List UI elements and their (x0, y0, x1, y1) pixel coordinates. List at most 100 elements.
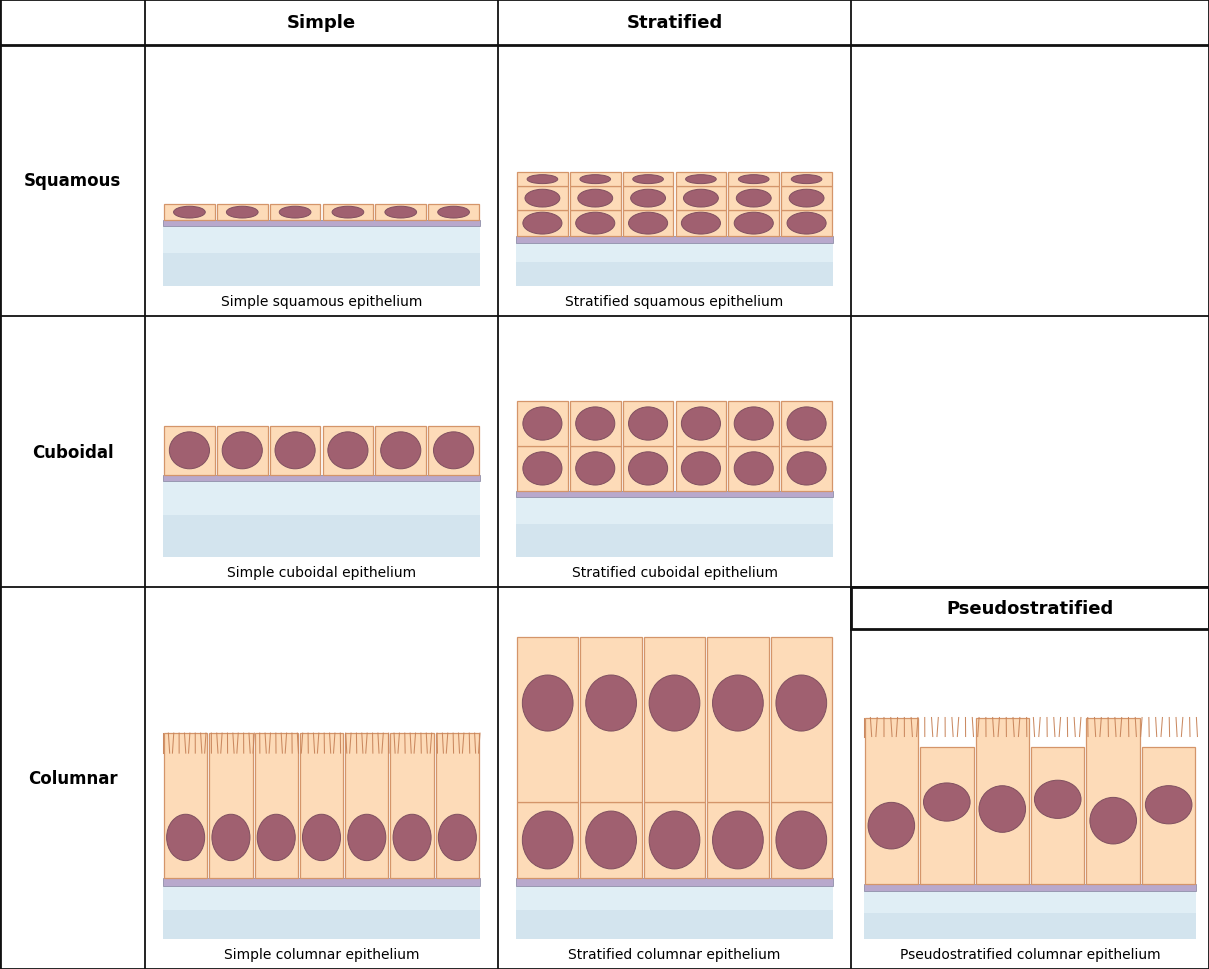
Ellipse shape (522, 675, 573, 732)
Bar (516, 878, 833, 886)
Ellipse shape (739, 175, 769, 184)
Ellipse shape (1035, 780, 1081, 819)
Bar (781, 211, 832, 236)
Bar (391, 734, 434, 878)
Bar (323, 205, 374, 221)
Ellipse shape (683, 190, 718, 207)
Ellipse shape (585, 811, 636, 869)
Ellipse shape (328, 432, 368, 469)
Ellipse shape (580, 175, 611, 184)
Bar (770, 802, 832, 878)
Text: Stratified cuboidal epithelium: Stratified cuboidal epithelium (572, 566, 777, 579)
Bar (920, 748, 973, 884)
Ellipse shape (167, 814, 204, 860)
Ellipse shape (776, 675, 827, 732)
Bar (163, 227, 480, 287)
Bar (728, 187, 779, 211)
Bar (209, 734, 253, 878)
Bar (216, 205, 267, 221)
Bar (516, 524, 833, 557)
Bar (164, 426, 215, 475)
Bar (569, 401, 620, 447)
Bar (375, 205, 426, 221)
Ellipse shape (629, 213, 667, 234)
Ellipse shape (438, 207, 469, 219)
Bar (728, 211, 779, 236)
Bar (517, 447, 568, 491)
Text: Stratified columnar epithelium: Stratified columnar epithelium (568, 947, 781, 961)
Ellipse shape (575, 213, 615, 234)
Bar (1143, 748, 1196, 884)
Ellipse shape (384, 207, 417, 219)
Ellipse shape (789, 190, 825, 207)
Ellipse shape (274, 432, 316, 469)
Ellipse shape (776, 811, 827, 869)
Bar (375, 426, 426, 475)
Ellipse shape (682, 408, 721, 441)
Bar (676, 401, 727, 447)
Bar (428, 205, 479, 221)
Ellipse shape (682, 453, 721, 485)
Ellipse shape (712, 811, 763, 869)
Ellipse shape (1089, 797, 1136, 844)
Text: Columnar: Columnar (28, 769, 117, 787)
Bar (644, 638, 705, 802)
Bar (623, 211, 673, 236)
Ellipse shape (434, 432, 474, 469)
Bar (728, 401, 779, 447)
Bar (623, 447, 673, 491)
Ellipse shape (686, 175, 716, 184)
Ellipse shape (381, 432, 421, 469)
Bar (569, 172, 620, 187)
Text: Stratified squamous epithelium: Stratified squamous epithelium (566, 295, 783, 309)
Ellipse shape (439, 814, 476, 860)
Bar (707, 638, 769, 802)
Bar (1031, 748, 1084, 884)
Bar (781, 447, 832, 491)
Ellipse shape (632, 175, 664, 184)
Bar (676, 187, 727, 211)
Bar (323, 426, 374, 475)
Bar (163, 516, 480, 557)
Bar (163, 254, 480, 287)
Bar (164, 205, 215, 221)
Bar (851, 587, 1209, 629)
Ellipse shape (979, 786, 1025, 832)
Bar (516, 498, 833, 557)
Ellipse shape (279, 207, 311, 219)
Bar (623, 172, 673, 187)
Bar (516, 236, 833, 243)
Ellipse shape (527, 175, 557, 184)
Bar (163, 482, 480, 557)
Ellipse shape (649, 811, 700, 869)
Bar (163, 878, 480, 886)
Bar (163, 910, 480, 939)
Ellipse shape (578, 190, 613, 207)
Ellipse shape (682, 213, 721, 234)
Bar (216, 426, 267, 475)
Ellipse shape (212, 814, 250, 860)
Bar (676, 211, 727, 236)
Ellipse shape (222, 432, 262, 469)
Bar (580, 802, 642, 878)
Bar (435, 734, 479, 878)
Bar (517, 638, 578, 802)
Bar (300, 734, 343, 878)
Text: Simple: Simple (287, 14, 357, 32)
Bar (516, 886, 833, 939)
Bar (270, 426, 320, 475)
Bar (163, 221, 480, 227)
Bar (517, 401, 568, 447)
Bar (728, 172, 779, 187)
Ellipse shape (169, 432, 209, 469)
Bar (569, 447, 620, 491)
Bar (1087, 718, 1140, 884)
Bar (164, 734, 207, 878)
Bar (517, 802, 578, 878)
Text: Squamous: Squamous (24, 172, 121, 190)
Ellipse shape (629, 408, 667, 441)
Ellipse shape (791, 175, 822, 184)
Ellipse shape (734, 213, 774, 234)
Ellipse shape (302, 814, 341, 860)
Ellipse shape (734, 408, 774, 441)
